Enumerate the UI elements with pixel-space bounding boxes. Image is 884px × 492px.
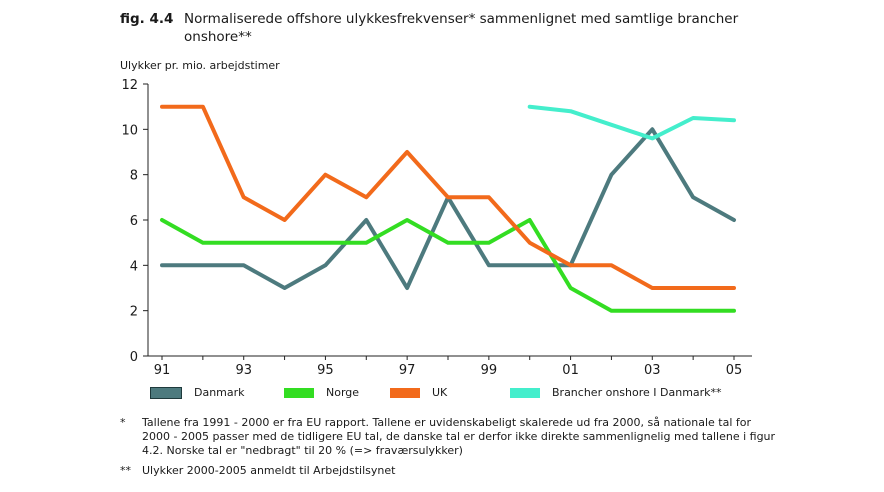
legend-swatch-brancher-onshore — [510, 387, 540, 398]
footnote-1-text: Tallene fra 1991 - 2000 er fra EU rappor… — [142, 416, 776, 457]
legend-swatch-norge — [284, 387, 314, 398]
x-tick-label: 05 — [726, 363, 743, 378]
series-line-uk — [160, 104, 736, 290]
figure-title: Normaliserede offshore ulykkesfrekvenser… — [184, 11, 739, 45]
y-tick-label: 6 — [130, 214, 138, 229]
legend-item-danmark: Danmark — [150, 386, 245, 399]
y-axis-label: Ulykker pr. mio. arbejdstimer — [120, 59, 280, 72]
legend-item-norge: Norge — [284, 386, 359, 399]
legend-swatch-danmark — [150, 386, 182, 399]
x-tick-label: 99 — [481, 363, 498, 378]
footnote-2-mark: ** — [120, 464, 131, 477]
legend-swatch-uk — [390, 387, 420, 398]
legend-label-uk: UK — [432, 386, 448, 399]
footnote-1: * Tallene fra 1991 - 2000 er fra EU rapp… — [120, 416, 780, 458]
legend-label-danmark: Danmark — [194, 386, 245, 399]
legend-item-uk: UK — [390, 386, 447, 399]
x-tick-label: 91 — [154, 363, 171, 378]
footnote-1-mark: * — [120, 416, 126, 429]
legend-label-norge: Norge — [326, 386, 360, 399]
y-tick-label: 12 — [121, 78, 138, 93]
footnotes: * Tallene fra 1991 - 2000 er fra EU rapp… — [120, 416, 780, 478]
y-tick-label: 2 — [130, 305, 138, 320]
x-tick-label: 97 — [399, 363, 416, 378]
legend-item-brancher-onshore: Brancher onshore I Danmark** — [510, 386, 722, 399]
figure-label: fig. 4.4 — [120, 11, 174, 27]
series-line-danmark — [160, 127, 736, 290]
figure-title-block: fig. 4.4 Normaliserede offshore ulykkesfr… — [120, 10, 820, 46]
y-tick-label: 10 — [121, 123, 138, 138]
x-tick-label: 93 — [235, 363, 252, 378]
x-tick-label: 95 — [317, 363, 334, 378]
x-tick-label: 03 — [644, 363, 661, 378]
y-tick-label: 8 — [130, 169, 138, 184]
series-line-brancher-onshore — [527, 104, 736, 141]
legend-label-brancher-onshore: Brancher onshore I Danmark** — [552, 386, 722, 399]
x-tick-label: 01 — [562, 363, 579, 378]
y-tick-label: 0 — [130, 350, 138, 365]
series-line-norge — [160, 218, 736, 313]
line-chart: 0 2 4 6 8 10 12 91 93 95 97 99 01 03 05 — [121, 78, 752, 378]
footnote-2: ** Ulykker 2000-2005 anmeldt til Arbejds… — [120, 464, 780, 478]
y-tick-label: 4 — [130, 259, 138, 274]
footnote-2-text: Ulykker 2000-2005 anmeldt til Arbejdstil… — [142, 464, 396, 477]
